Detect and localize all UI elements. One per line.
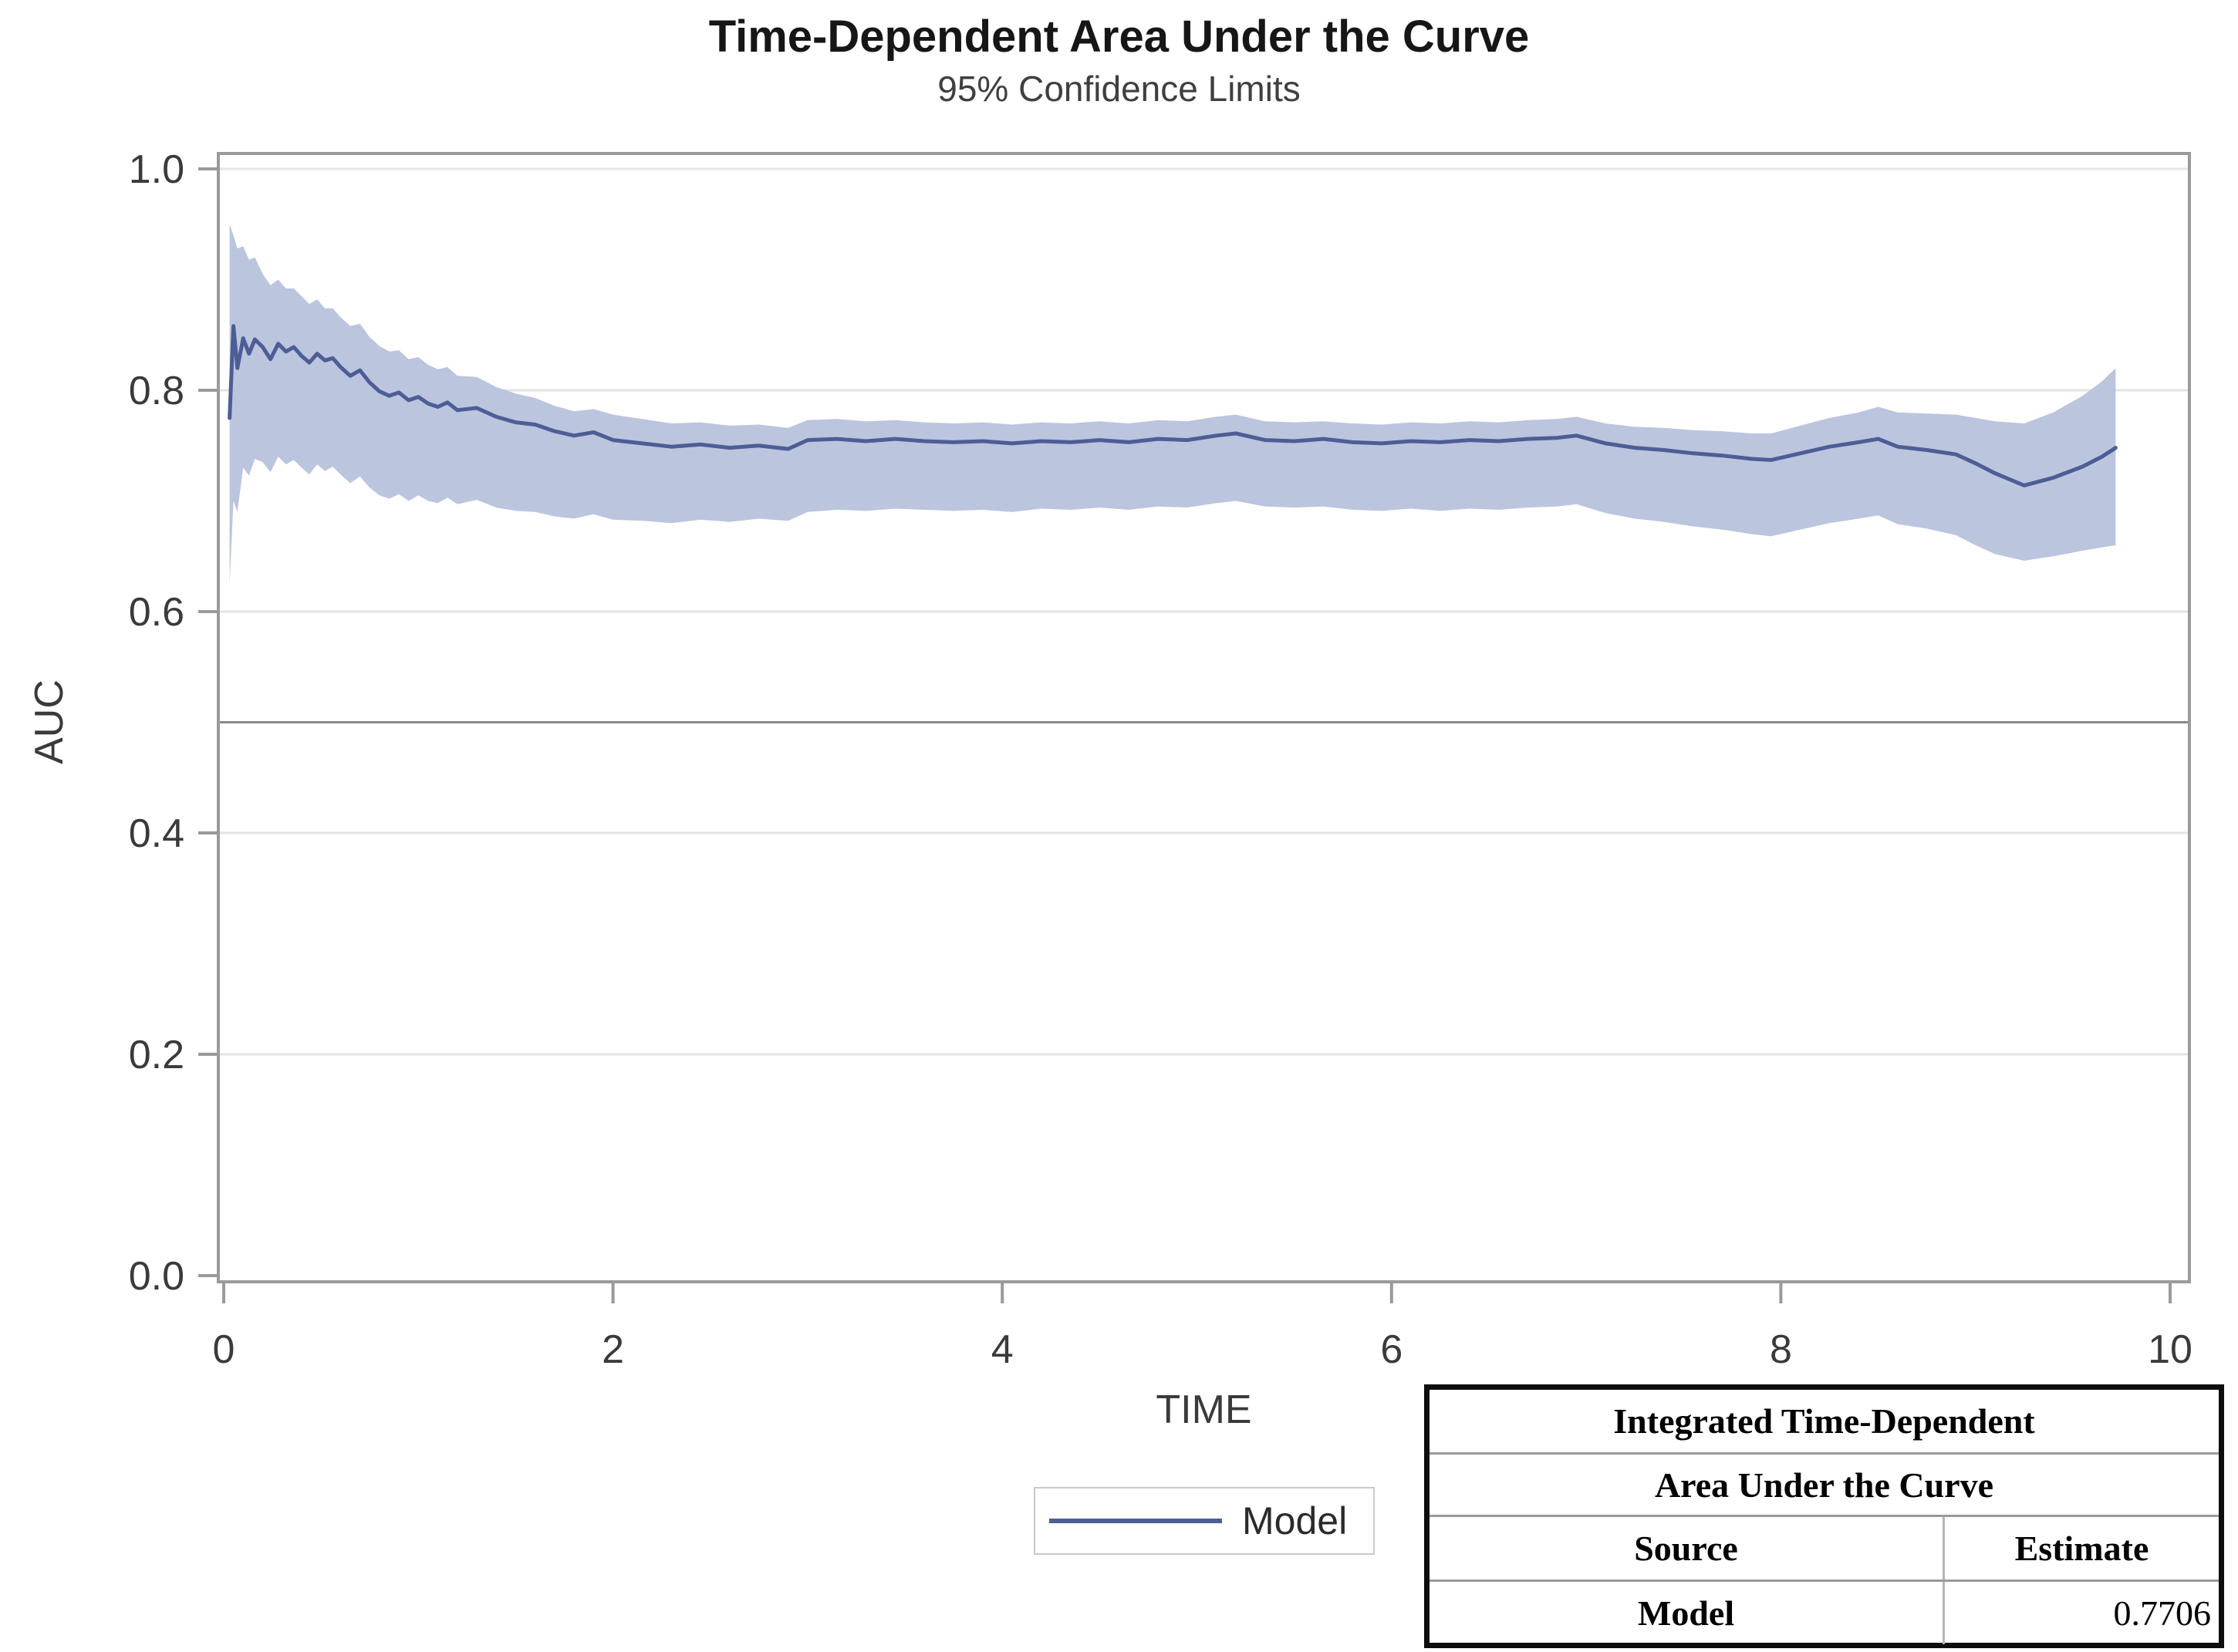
table-cell-model: Model [1430, 1582, 1946, 1644]
x-tick-label: 2 [602, 1327, 624, 1372]
y-tick-label: 0.6 [129, 590, 184, 635]
x-tick-label: 0 [213, 1327, 235, 1372]
y-axis-title: AUC [27, 679, 72, 764]
x-tick-label: 6 [1380, 1327, 1403, 1372]
table-header-source: Source [1430, 1517, 1946, 1580]
model-line-swatch [1049, 1519, 1222, 1523]
legend: Model [1034, 1487, 1375, 1555]
model-line [228, 324, 2118, 487]
y-tick-label: 0.2 [129, 1033, 184, 1077]
legend-model-label: Model [1242, 1499, 1348, 1542]
figure-subtitle: 95% Confidence Limits [937, 69, 1301, 109]
y-tick-label: 0.8 [129, 369, 184, 413]
table-cell-estimate: 0.7706 [2113, 1593, 2211, 1633]
x-tick-label: 4 [991, 1327, 1014, 1372]
plot-frame [217, 152, 2191, 1283]
confidence-band [229, 224, 2116, 585]
y-tick-label: 0.4 [129, 811, 184, 856]
x-tick-label: 10 [2148, 1327, 2192, 1372]
x-axis-title: TIME [1156, 1387, 1252, 1432]
y-tick-label: 0.0 [129, 1254, 184, 1299]
x-tick-label: 8 [1770, 1327, 1792, 1372]
auc-plot: 1.0 0.8 0.6 0.4 0.2 0.0 0 2 4 6 8 10 [129, 147, 2192, 1372]
figure-title: Time-Dependent Area Under the Curve [708, 12, 1530, 62]
integrated-auc-table: Integrated Time-Dependent Area Under the… [1424, 1384, 2224, 1648]
y-tick-label: 1.0 [129, 147, 184, 192]
table-title-line-1: Integrated Time-Dependent [1613, 1401, 2035, 1441]
table-title-line-2: Area Under the Curve [1430, 1452, 2219, 1515]
table-header-estimate: Estimate [2014, 1529, 2149, 1568]
